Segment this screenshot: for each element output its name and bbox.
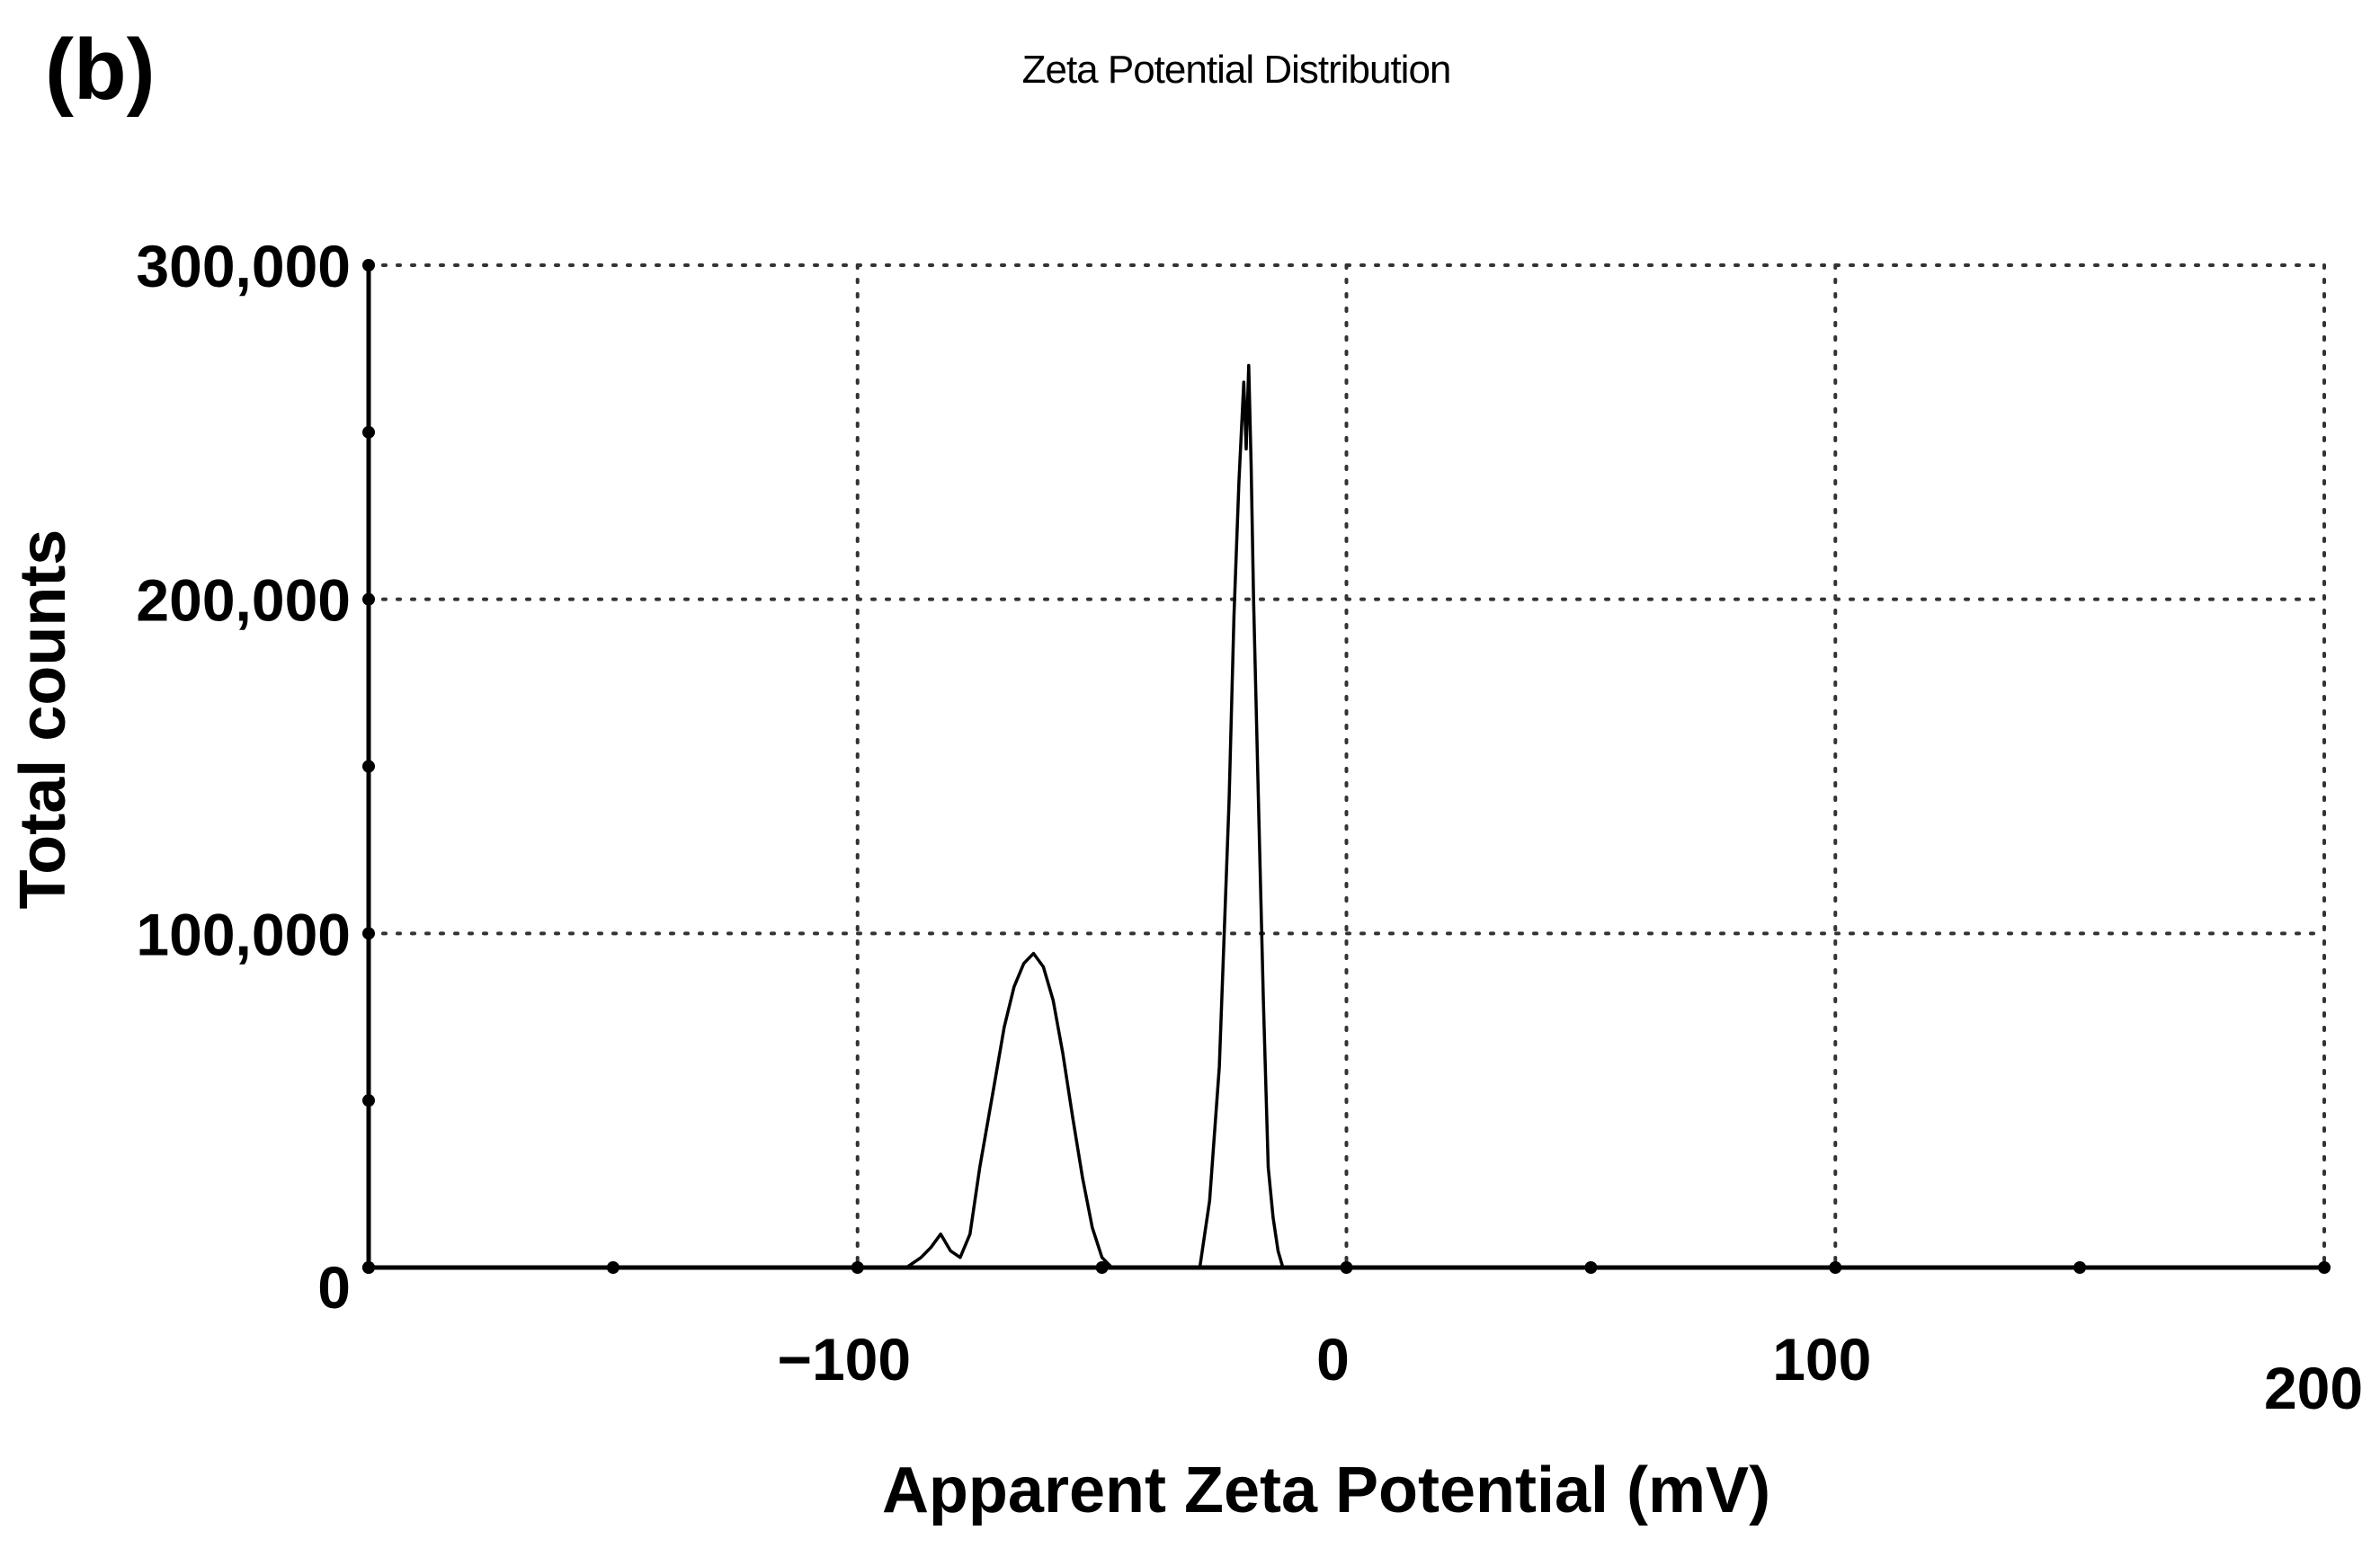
y-tick-mark [362,927,375,940]
axes [362,259,2331,1274]
y-tick-mark [362,592,375,606]
x-tick-label: 0 [1316,1326,1350,1392]
tick-labels: 0 100,000 200,000 300,000 −100 0 100 200 [136,233,2363,1421]
y-tick-mark [362,259,375,271]
chart-title: Zeta Potential Distribution [1022,48,1451,92]
x-axis-title: Apparent Zeta Potential (mV) [882,1455,1770,1526]
x-tick-mark [1340,1261,1353,1274]
x-tick-mark [2073,1261,2087,1274]
x-tick-label: 200 [2264,1355,2363,1421]
x-tick-label: 100 [1772,1326,1871,1392]
series-line [369,363,2324,1269]
y-tick-mark [362,1261,375,1274]
y-tick-mark [362,760,375,773]
y-tick-mark [362,1094,375,1108]
x-tick-mark [606,1261,620,1274]
x-tick-mark [1829,1261,1842,1274]
y-axis-title: Total counts [7,529,79,910]
panel-label: (b) [45,22,156,118]
x-tick-mark [1095,1261,1109,1274]
series-layer [369,363,2324,1269]
x-tick-mark [851,1261,864,1274]
y-tick-label: 200,000 [136,567,351,634]
y-tick-mark [362,425,375,439]
x-tick-label: −100 [777,1326,911,1392]
gridlines [367,263,2326,1269]
y-tick-label: 300,000 [136,233,351,299]
x-tick-mark [2318,1261,2331,1274]
y-tick-label: 100,000 [136,901,351,967]
x-tick-mark [1584,1261,1598,1274]
y-tick-label: 0 [317,1254,351,1321]
